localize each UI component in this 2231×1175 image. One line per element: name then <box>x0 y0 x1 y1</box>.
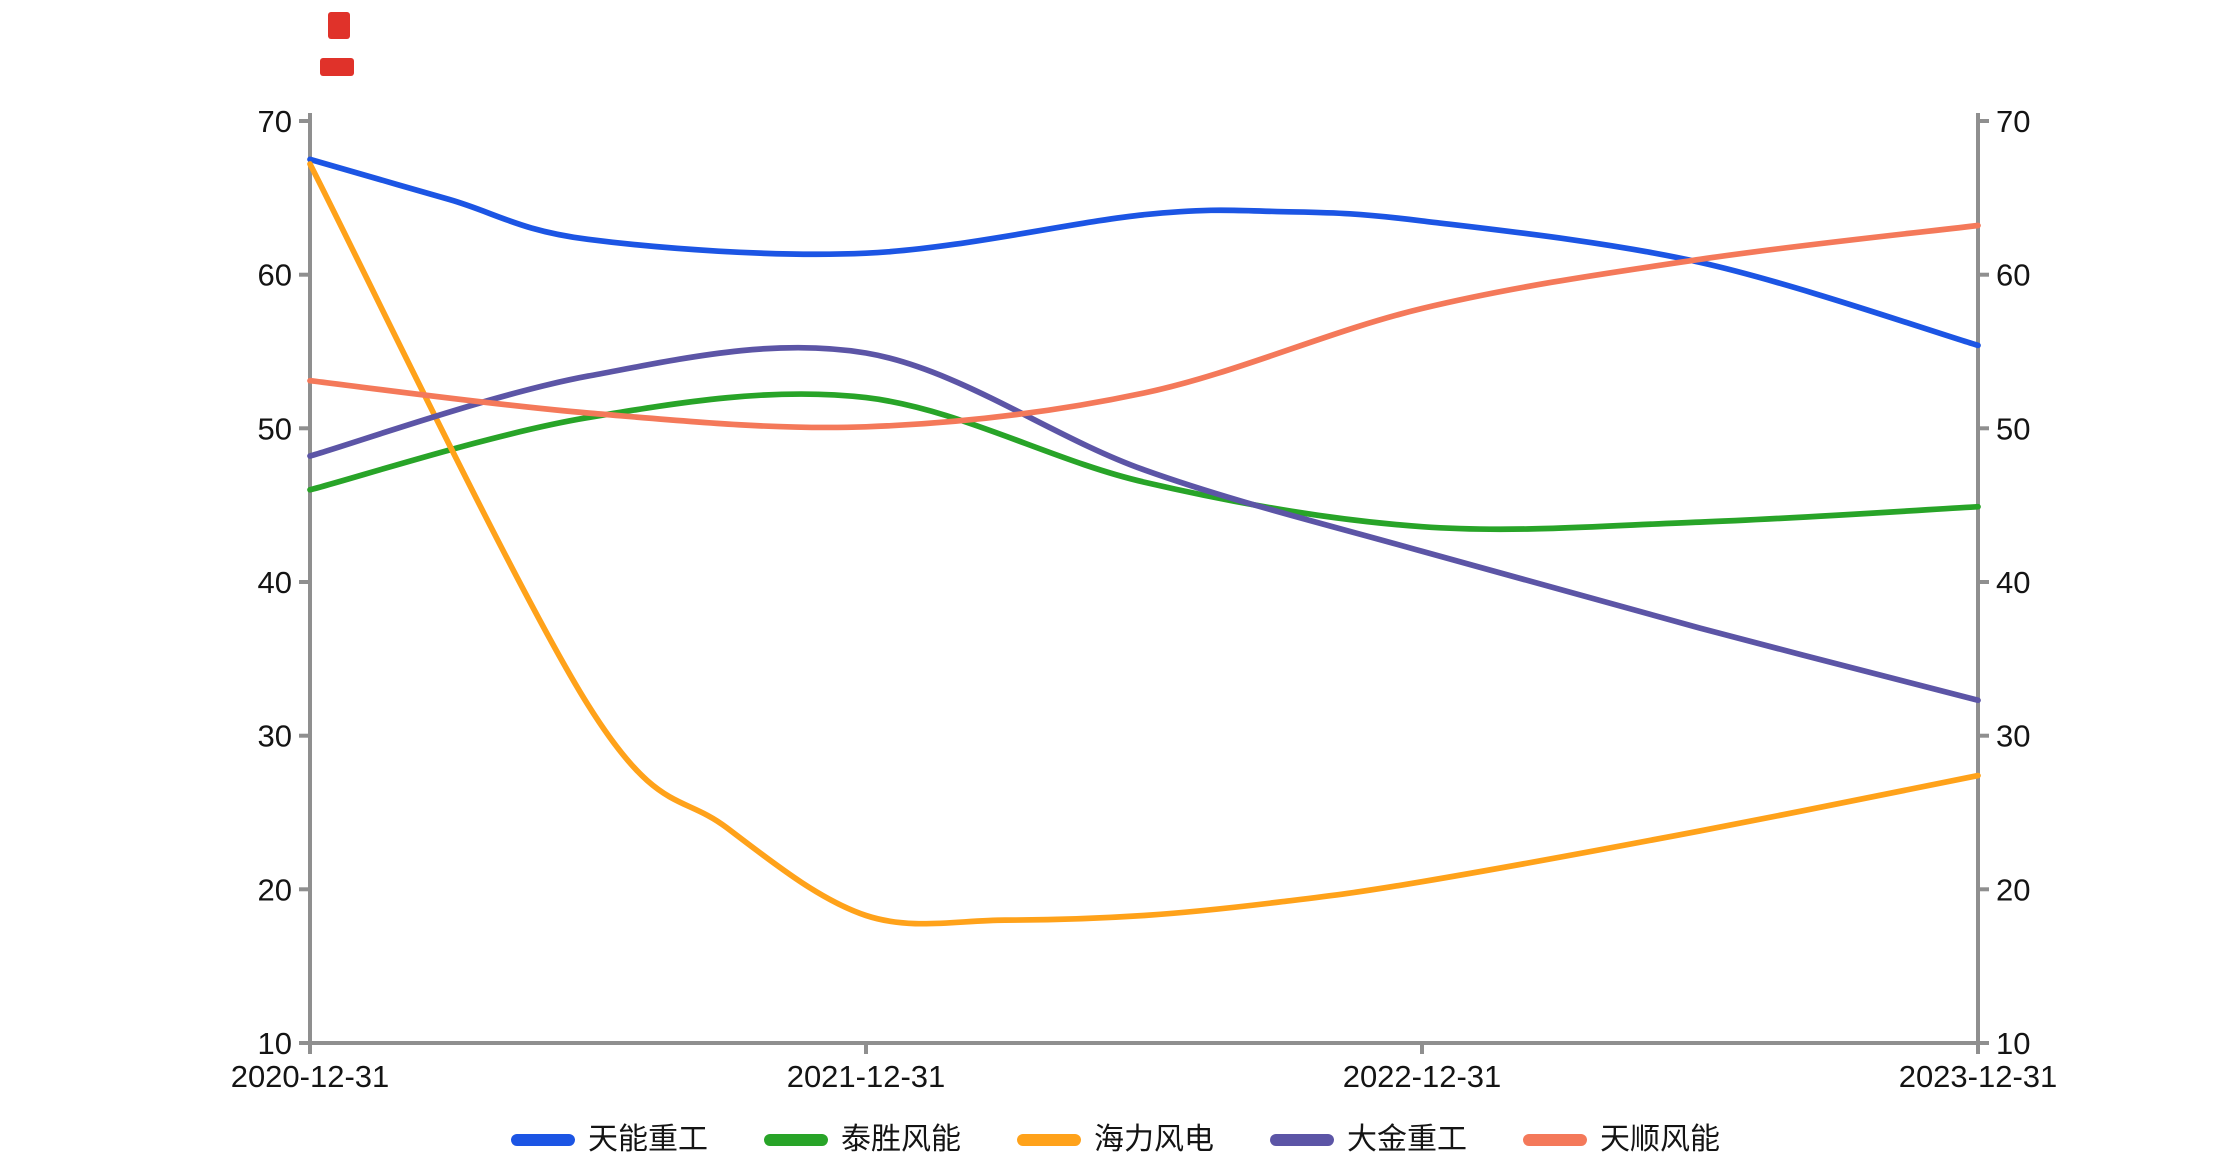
legend-item-2[interactable]: 泰胜风能 <box>764 1122 961 1158</box>
x-tick-label: 2023-12-31 <box>1899 1059 2058 1094</box>
y-tick-label-right: 40 <box>1996 565 2030 600</box>
legend-item-4[interactable]: 大金重工 <box>1270 1122 1467 1158</box>
legend-swatch <box>1017 1134 1081 1146</box>
y-tick-label-left: 60 <box>258 258 292 293</box>
y-tick-label-right: 60 <box>1996 258 2030 293</box>
y-tick-label-left: 10 <box>258 1026 292 1061</box>
series-line-1 <box>307 156 1981 349</box>
y-tick-label-left: 70 <box>258 104 292 139</box>
y-tick-label-right: 50 <box>1996 411 2030 446</box>
legend-swatch <box>511 1134 575 1146</box>
y-tick-label-left: 40 <box>258 565 292 600</box>
x-tick-label: 2021-12-31 <box>787 1059 946 1094</box>
series-line-5 <box>307 222 1981 431</box>
y-tick-label-left: 20 <box>258 872 292 907</box>
y-tick-label-left: 50 <box>258 411 292 446</box>
legend-label: 泰胜风能 <box>841 1123 961 1156</box>
legend-label: 天顺风能 <box>1600 1123 1720 1156</box>
legend-item-5[interactable]: 天顺风能 <box>1523 1122 1720 1158</box>
y-tick-label-right: 10 <box>1996 1026 2030 1061</box>
legend-item-1[interactable]: 天能重工 <box>511 1122 708 1158</box>
red-corner-mark-1 <box>328 12 350 39</box>
legend-label: 海力风电 <box>1094 1123 1214 1156</box>
y-tick-label-right: 70 <box>1996 104 2030 139</box>
red-corner-mark-2 <box>320 58 354 76</box>
x-tick-label: 2020-12-31 <box>231 1059 390 1094</box>
legend-label: 天能重工 <box>588 1123 708 1156</box>
x-tick-label: 2022-12-31 <box>1343 1059 1502 1094</box>
legend-swatch <box>764 1134 828 1146</box>
legend-item-3[interactable]: 海力风电 <box>1017 1122 1214 1158</box>
legend-swatch <box>1270 1134 1334 1146</box>
y-tick-label-right: 20 <box>1996 872 2030 907</box>
legend: 天能重工 泰胜风能 海力风电 大金重工 天顺风能 <box>0 1122 2231 1158</box>
series-line-3 <box>307 161 1981 927</box>
series-line-2 <box>307 391 1981 533</box>
series-line-4 <box>307 344 1981 704</box>
legend-swatch <box>1523 1134 1587 1146</box>
legend-label: 大金重工 <box>1347 1123 1467 1156</box>
y-tick-label-left: 30 <box>258 719 292 754</box>
y-tick-label-right: 30 <box>1996 719 2030 754</box>
